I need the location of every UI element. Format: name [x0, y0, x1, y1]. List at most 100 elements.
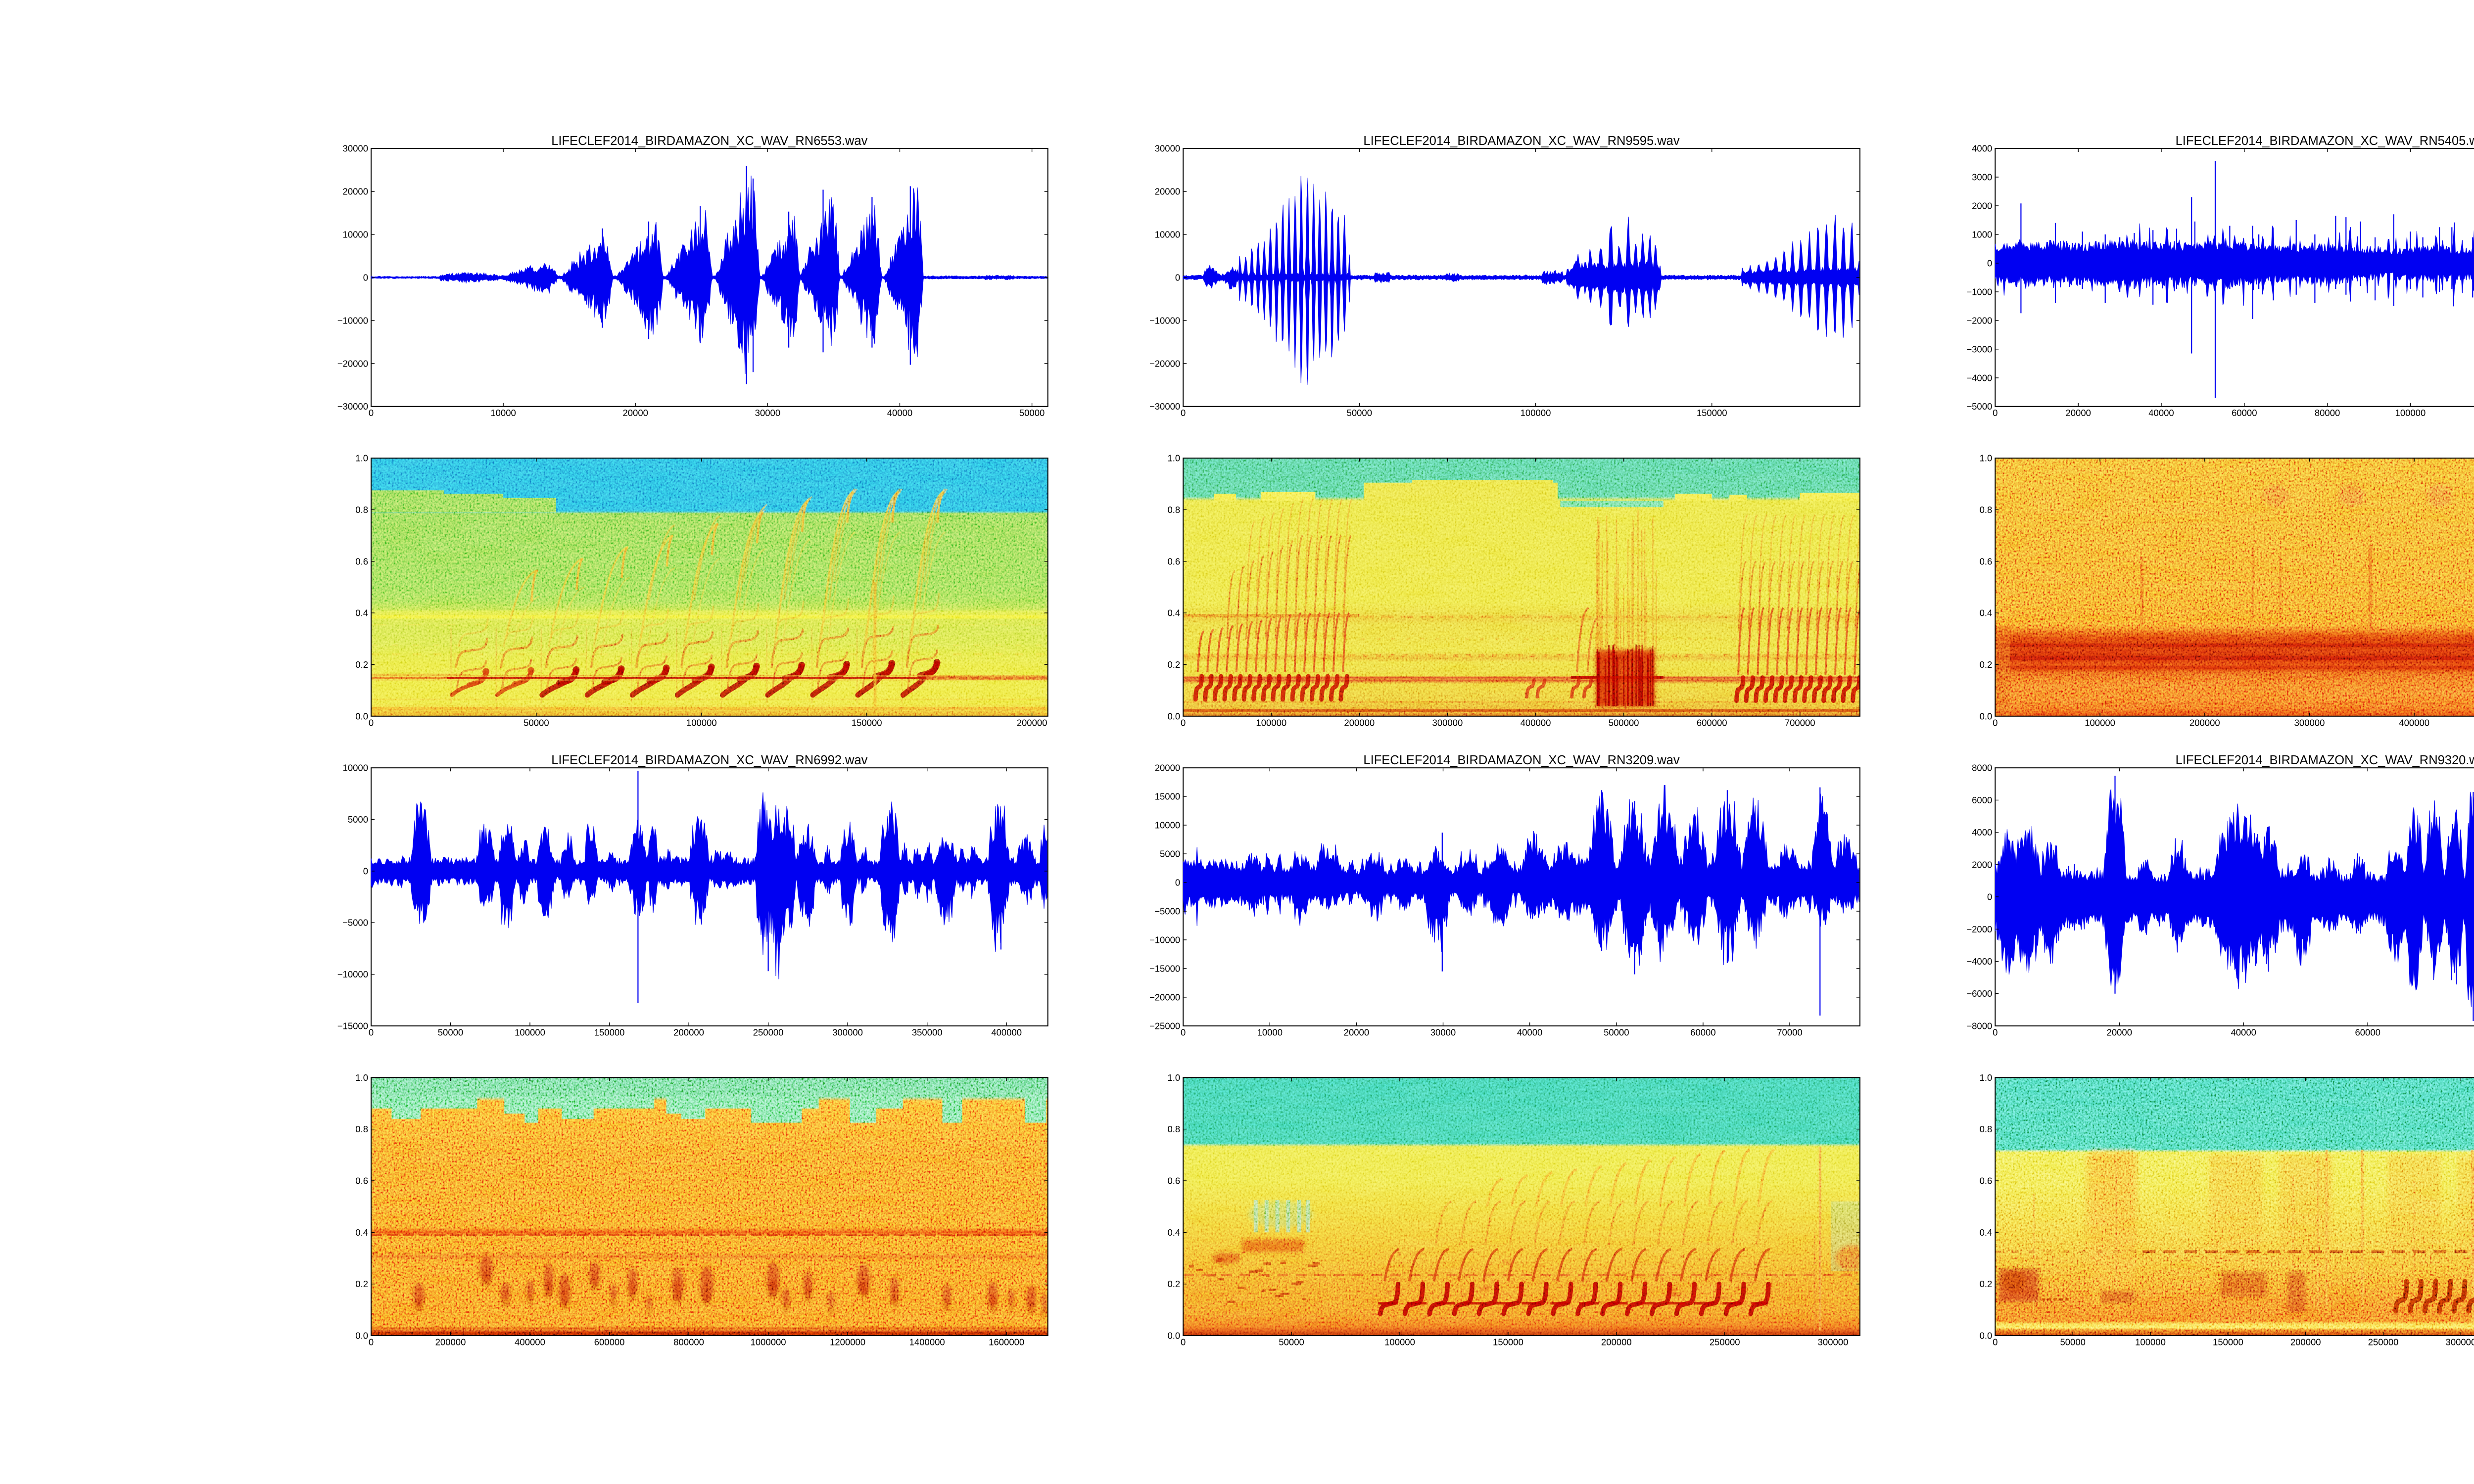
svg-text:−3000: −3000 [1966, 344, 1992, 354]
svg-text:30000: 30000 [1155, 143, 1180, 154]
svg-text:50000: 50000 [438, 1027, 463, 1037]
svg-text:100000: 100000 [1384, 1337, 1415, 1347]
svg-text:50000: 50000 [1604, 1027, 1629, 1037]
svg-text:150000: 150000 [2213, 1337, 2243, 1347]
svg-text:150000: 150000 [852, 717, 882, 728]
svg-text:300000: 300000 [1818, 1337, 1849, 1347]
svg-text:350000: 350000 [912, 1027, 943, 1037]
svg-text:−20000: −20000 [1149, 358, 1180, 369]
svg-text:250000: 250000 [1710, 1337, 1740, 1347]
svg-text:0.4: 0.4 [355, 608, 368, 618]
svg-text:−10000: −10000 [337, 969, 368, 979]
svg-text:400000: 400000 [2399, 717, 2429, 728]
svg-text:70000: 70000 [1777, 1027, 1802, 1037]
svg-text:0.8: 0.8 [1167, 505, 1180, 515]
svg-text:0: 0 [1181, 408, 1186, 418]
svg-text:1600000: 1600000 [989, 1337, 1024, 1347]
svg-text:−15000: −15000 [337, 1020, 368, 1031]
svg-text:200000: 200000 [673, 1027, 704, 1037]
svg-text:1000: 1000 [1972, 229, 1992, 239]
svg-text:8000: 8000 [1972, 763, 1992, 773]
svg-text:0: 0 [1175, 878, 1180, 888]
svg-text:10000: 10000 [343, 763, 368, 773]
svg-text:0: 0 [363, 272, 368, 282]
svg-text:0.4: 0.4 [355, 1227, 368, 1238]
svg-text:0.2: 0.2 [355, 1279, 368, 1289]
svg-text:20000: 20000 [1155, 763, 1180, 773]
svg-text:20000: 20000 [1344, 1027, 1369, 1037]
svg-text:0.2: 0.2 [1980, 659, 1993, 670]
svg-text:0.2: 0.2 [1167, 1279, 1180, 1289]
svg-text:−10000: −10000 [1149, 315, 1180, 325]
svg-text:400000: 400000 [991, 1027, 1022, 1037]
svg-text:500000: 500000 [1609, 717, 1639, 728]
svg-text:40000: 40000 [887, 408, 912, 418]
svg-text:400000: 400000 [1521, 717, 1551, 728]
svg-text:100000: 100000 [2085, 717, 2115, 728]
svg-text:10000: 10000 [490, 408, 516, 418]
svg-text:0.6: 0.6 [355, 556, 368, 566]
svg-text:0: 0 [1993, 717, 1998, 728]
svg-text:0.4: 0.4 [1980, 1227, 1993, 1238]
svg-text:60000: 60000 [1690, 1027, 1715, 1037]
svg-text:300000: 300000 [832, 1027, 863, 1037]
svg-text:0: 0 [1993, 408, 1998, 418]
svg-text:1400000: 1400000 [909, 1337, 945, 1347]
svg-text:0.0: 0.0 [1167, 1331, 1180, 1341]
svg-text:1.0: 1.0 [1167, 1072, 1180, 1083]
svg-text:600000: 600000 [594, 1337, 625, 1347]
svg-text:−5000: −5000 [1966, 401, 1992, 412]
svg-text:0.4: 0.4 [1167, 608, 1180, 618]
svg-text:200000: 200000 [2189, 717, 2220, 728]
svg-text:0.2: 0.2 [1167, 659, 1180, 670]
svg-text:15000: 15000 [1155, 791, 1180, 802]
svg-text:LIFECLEF2014_BIRDAMAZON_XC_WAV: LIFECLEF2014_BIRDAMAZON_XC_WAV_RN5405.wa… [2176, 134, 2474, 148]
svg-text:2000: 2000 [1972, 859, 1992, 870]
svg-text:40000: 40000 [2148, 408, 2174, 418]
svg-text:10000: 10000 [343, 229, 368, 239]
svg-text:−4000: −4000 [1966, 372, 1992, 383]
svg-text:60000: 60000 [2355, 1027, 2380, 1037]
svg-text:−8000: −8000 [1966, 1020, 1992, 1031]
svg-text:50000: 50000 [1347, 408, 1372, 418]
svg-text:4000: 4000 [1972, 143, 1992, 154]
svg-text:−30000: −30000 [1149, 401, 1180, 412]
svg-text:LIFECLEF2014_BIRDAMAZON_XC_WAV: LIFECLEF2014_BIRDAMAZON_XC_WAV_RN9320.wa… [2176, 753, 2474, 767]
svg-text:0.8: 0.8 [355, 505, 368, 515]
svg-text:LIFECLEF2014_BIRDAMAZON_XC_WAV: LIFECLEF2014_BIRDAMAZON_XC_WAV_RN3209.wa… [1363, 753, 1679, 767]
svg-text:1200000: 1200000 [830, 1337, 865, 1347]
svg-text:4000: 4000 [1972, 827, 1992, 837]
svg-text:1.0: 1.0 [1980, 453, 1993, 464]
svg-text:LIFECLEF2014_BIRDAMAZON_XC_WAV: LIFECLEF2014_BIRDAMAZON_XC_WAV_RN6992.wa… [551, 753, 867, 767]
svg-text:30000: 30000 [343, 143, 368, 154]
svg-text:1000000: 1000000 [751, 1337, 786, 1347]
svg-text:20000: 20000 [2107, 1027, 2132, 1037]
svg-text:0.6: 0.6 [1167, 1176, 1180, 1186]
svg-text:200000: 200000 [1601, 1337, 1632, 1347]
svg-text:20000: 20000 [343, 186, 368, 197]
svg-text:20000: 20000 [2065, 408, 2091, 418]
svg-text:−20000: −20000 [1149, 992, 1180, 1002]
svg-text:−2000: −2000 [1966, 924, 1992, 934]
svg-text:100000: 100000 [1521, 408, 1551, 418]
svg-text:0.0: 0.0 [355, 1331, 368, 1341]
svg-text:100000: 100000 [2395, 408, 2426, 418]
svg-text:0: 0 [1181, 1337, 1186, 1347]
svg-text:0.8: 0.8 [355, 1124, 368, 1134]
svg-text:LIFECLEF2014_BIRDAMAZON_XC_WAV: LIFECLEF2014_BIRDAMAZON_XC_WAV_RN9595.wa… [1363, 134, 1679, 148]
svg-text:0.6: 0.6 [1980, 556, 1993, 566]
svg-text:50000: 50000 [1019, 408, 1045, 418]
svg-text:0: 0 [1993, 1337, 1998, 1347]
svg-text:300000: 300000 [2294, 717, 2325, 728]
svg-text:0.8: 0.8 [1980, 1124, 1993, 1134]
svg-text:0.0: 0.0 [1167, 711, 1180, 721]
svg-text:0.6: 0.6 [355, 1176, 368, 1186]
svg-text:150000: 150000 [1697, 408, 1727, 418]
svg-text:0: 0 [369, 1337, 374, 1347]
svg-text:−10000: −10000 [337, 315, 368, 325]
svg-text:−1000: −1000 [1966, 286, 1992, 297]
svg-text:0.2: 0.2 [1980, 1279, 1993, 1289]
svg-text:1.0: 1.0 [355, 453, 368, 464]
svg-text:0.6: 0.6 [1980, 1176, 1993, 1186]
svg-text:0: 0 [363, 866, 368, 876]
